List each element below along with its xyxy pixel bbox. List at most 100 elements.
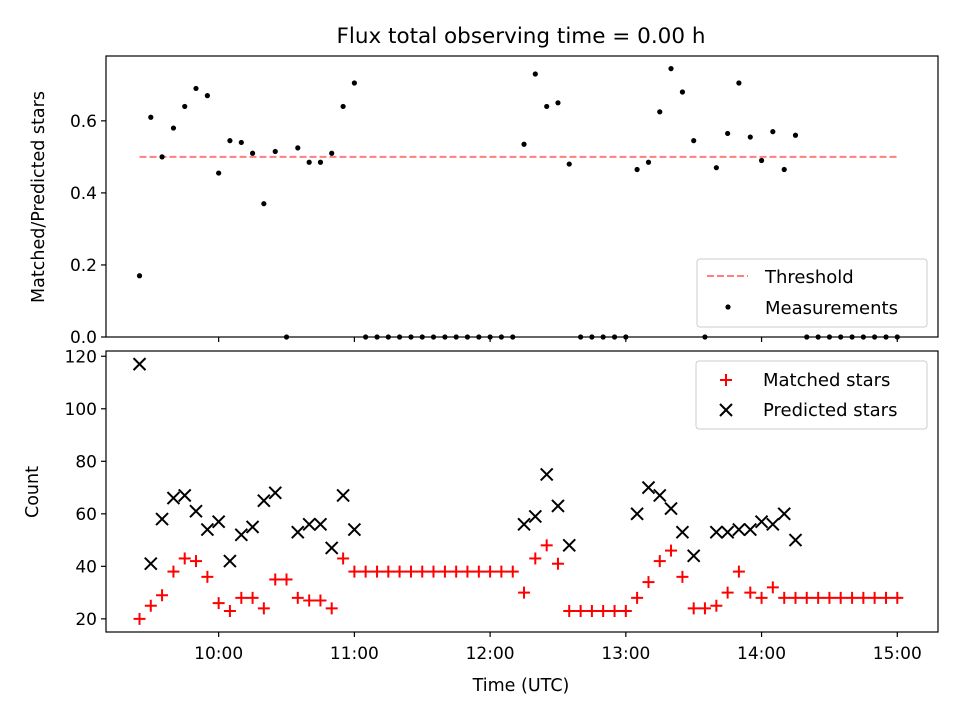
matched-star-point: [721, 586, 734, 599]
measurements-legend-label: Measurements: [765, 298, 898, 319]
top-legend: Threshold Measurements: [696, 258, 928, 328]
predicted-star-point: [641, 480, 656, 495]
matched-star-point: [868, 591, 881, 604]
matched-star-point: [642, 576, 655, 589]
matched-star-point: [518, 586, 531, 599]
matched-stars-legend-label: Matched stars: [763, 370, 890, 391]
bottom-y-tick-label: 100: [65, 400, 97, 420]
bottom-x-tick-label: 13:00: [601, 644, 650, 664]
matched-star-point: [235, 591, 248, 604]
predicted-star-point: [178, 488, 192, 503]
top-y-tick-label: 0.0: [70, 328, 97, 348]
measurement-point: [532, 71, 538, 77]
matched-star-point: [800, 591, 813, 604]
matched-stars-legend-marker: [720, 374, 732, 386]
matched-star-point: [348, 565, 361, 578]
matched-star-point: [189, 555, 202, 568]
predicted-star-point: [664, 501, 678, 516]
predicted-stars-legend-label: Predicted stars: [763, 400, 897, 421]
measurement-point: [340, 103, 346, 110]
matched-star-point: [631, 591, 644, 604]
measurement-point: [227, 138, 233, 144]
measurement-point: [238, 139, 244, 146]
predicted-star-point: [562, 538, 576, 553]
matched-star-point: [303, 594, 316, 607]
measurement-point: [691, 138, 697, 144]
matched-star-point: [665, 544, 678, 557]
predicted-star-point: [675, 525, 690, 539]
predicted-star-point: [777, 507, 791, 521]
matched-star-point: [438, 565, 451, 578]
matched-star-point: [597, 604, 610, 617]
matched-star-point: [766, 581, 779, 594]
matched-star-point: [653, 555, 666, 568]
bottom-legend: Matched stars Predicted stars: [695, 360, 928, 430]
bottom-x-tick-label: 15:00: [873, 644, 922, 664]
predicted-star-point: [200, 522, 215, 537]
predicted-star-point: [551, 499, 565, 513]
predicted-star-point: [754, 514, 769, 529]
measurement-point: [657, 109, 663, 115]
measurement-point: [645, 159, 652, 165]
bottom-y-tick-label: 120: [65, 347, 97, 367]
matched-star-point: [223, 604, 236, 617]
matched-star-point: [744, 586, 757, 599]
matched-star-point: [133, 612, 146, 625]
matched-star-point: [891, 591, 904, 604]
measurement-point: [544, 103, 550, 110]
bottom-x-axis: 10:00 11:00 12:00 13:00 14:00 15:00: [194, 632, 922, 664]
matched-star-point: [178, 552, 191, 565]
matched-star-point: [619, 604, 632, 617]
bottom-x-tick-label: 12:00: [466, 644, 515, 664]
top-y-tick-label: 0.2: [70, 256, 97, 276]
measurement-point: [136, 273, 143, 279]
threshold-legend-label: Threshold: [764, 267, 854, 288]
predicted-star-point: [630, 507, 644, 521]
measurement-point: [306, 159, 312, 165]
top-y-axis: 0.0 0.2 0.4 0.6: [70, 112, 106, 348]
matched-star-point: [291, 591, 304, 604]
matched-star-point: [257, 602, 270, 615]
measurements-legend-marker: [725, 304, 731, 310]
measurement-point: [725, 130, 731, 137]
predicted-star-point: [653, 488, 667, 503]
predicted-star-point: [528, 509, 543, 524]
predicted-star-point: [743, 522, 757, 537]
measurement-point: [634, 166, 640, 173]
bottom-axes-frame: [105, 350, 939, 633]
matched-star-point: [325, 602, 338, 615]
matched-star-point: [710, 599, 723, 612]
bottom-y-tick-label: 40: [75, 557, 97, 577]
predicted-star-point: [223, 554, 237, 568]
measurement-point: [747, 134, 753, 140]
matched-star-point: [450, 565, 463, 578]
predicted-star-point: [686, 549, 701, 563]
measurement-point: [555, 100, 561, 106]
measurement-point: [566, 161, 572, 167]
matched-star-point: [585, 604, 598, 617]
matched-star-point: [416, 565, 429, 578]
predicted-star-point: [155, 512, 169, 526]
top-panel: 0.0 0.2 0.4 0.6 Matched/Predicted stars Thr…: [29, 55, 939, 348]
matched-star-point: [857, 591, 870, 604]
predicted-star-point: [144, 557, 158, 571]
matched-star-point: [540, 539, 553, 552]
top-axes-frame: [105, 55, 939, 338]
measurement-point: [351, 80, 357, 86]
predicted-star-point: [211, 514, 226, 529]
measurement-point: [792, 132, 799, 138]
predicted-star-point: [257, 493, 271, 508]
bottom-x-tick-label: 14:00: [737, 644, 786, 664]
bottom-y-tick-label: 20: [75, 610, 97, 630]
measurement-point: [295, 145, 301, 151]
matched-star-point: [687, 602, 700, 615]
measurement-point: [770, 129, 776, 135]
measurement-point: [317, 159, 324, 165]
measurement-point: [736, 80, 742, 86]
top-y-axis-label: Matched/Predicted stars: [29, 91, 49, 303]
top-legend-box: [696, 258, 928, 328]
top-y-tick-label: 0.6: [70, 112, 97, 132]
measurement-point: [170, 125, 177, 131]
matched-star-point: [823, 591, 836, 604]
